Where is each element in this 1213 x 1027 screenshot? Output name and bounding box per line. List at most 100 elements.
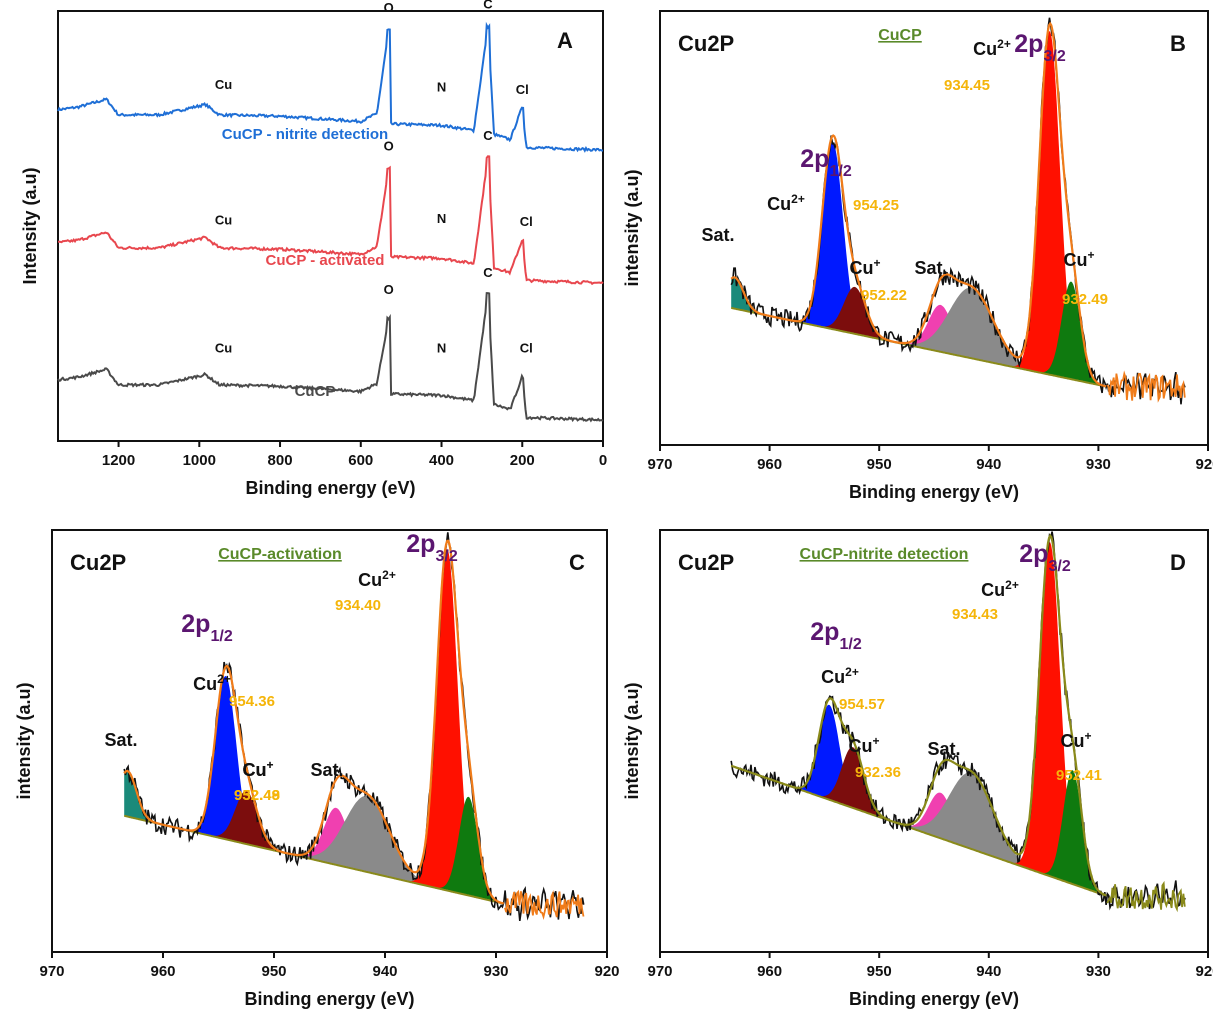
satellite-label: Sat. [104,730,137,750]
species-text: Cu [1063,250,1087,270]
x-tick-label: 970 [39,963,64,980]
orbital-label-2p32: 2p3/2 [1014,30,1066,65]
series-label: CuCP - activated [266,252,385,269]
x-tick-label: 940 [976,456,1001,473]
species-label-cu2-high: Cu2+ [973,37,1011,59]
panel-title: Cu2P [70,550,126,575]
peak-label: C [483,0,493,11]
orbital-subscript: 3/2 [435,548,457,565]
species-superscript: 2+ [217,672,231,686]
envelope-fit-line [730,533,1107,897]
species-label-cu1-low: Cu+ [242,758,273,780]
peak-label: Cu [215,77,232,92]
x-tick-label: 800 [268,452,293,469]
peak-label: O [384,282,394,297]
orbital-label-2p32: 2p3/2 [1019,540,1071,575]
series-label: CuCP [295,383,336,400]
binding-energy-cu1-low: 952.22 [861,287,907,304]
species-superscript: + [1087,248,1094,262]
species-superscript: 2+ [997,37,1011,51]
x-tick-label: 0 [599,452,607,469]
species-text: Cu [242,760,266,780]
x-tick-label: 970 [647,456,672,473]
orbital-label-2p12: 2p1/2 [181,610,233,645]
satellite-label: Sat. [914,258,947,278]
peak-label: Cl [520,214,533,229]
orbital-label-2p12: 2p1/2 [810,618,862,653]
species-label-cu2-low: Cu2+ [821,665,859,687]
species-text: Cu [193,674,217,694]
orbital-text: 2p [181,610,210,638]
species-label-cu2-low: Cu2+ [193,672,231,694]
peak-label: O [384,0,394,15]
species-text: Cu [242,760,266,780]
sample-label: CuCP-nitrite detection [800,546,969,563]
peak-label: N [437,211,446,226]
y-axis-label: Intensity (a.u) [20,167,40,284]
binding-energy-cu1-high: 932.49 [1062,291,1108,308]
satellite-label: Sat. [310,760,343,780]
survey-line-series [57,155,604,286]
peak-label: Cu [215,340,232,355]
panel-b: 970 960 950 940 930 920 Binding energy (eV) int… [622,10,1213,502]
satellite-label: Sat. [701,225,734,245]
y-axis-label: intensity (a.u) [622,169,642,286]
plot-frame [659,10,1209,446]
species-text: Cu [358,570,382,590]
species-superscript: 2+ [791,192,805,206]
satellite-label: Sat. [927,739,960,759]
binding-energy-cu2-high: 934.45 [944,77,990,94]
x-tick-label: 930 [1086,456,1111,473]
plot-frame [57,10,604,442]
panel-letter: A [557,28,573,53]
orbital-subscript: 3/2 [1043,48,1065,65]
x-tick-label: 920 [1195,963,1213,980]
binding-energy-cu1-high: 932.48 [234,787,280,804]
panel-letter: D [1170,550,1186,575]
raw-data-line [730,531,1186,911]
species-text: Cu [973,39,997,59]
x-axis-label: Binding energy (eV) [244,989,414,1009]
panel-title: Cu2P [678,31,734,56]
species-label-cu2-low: Cu2+ [767,192,805,214]
orbital-text: 2p [406,530,435,558]
panel-c: 970 960 950 940 930 920 Binding energy (eV) int… [14,529,620,1009]
envelope-fit-line [123,539,505,905]
species-label-cu1-low: Cu+ [1060,729,1091,751]
species-text: Cu [767,194,791,214]
peak-label: Cl [516,82,529,97]
x-tick-label: 950 [867,963,892,980]
y-axis-label: intensity (a.u) [14,682,34,799]
peak-label: Cl [520,340,533,355]
x-tick-label: 1000 [183,452,216,469]
sample-label: CuCP-activation [218,546,342,563]
peak-cu2-2p12 [124,676,504,904]
x-tick-label: 600 [348,452,373,469]
species-superscript: + [1084,729,1091,743]
peak-label: N [437,80,446,95]
x-tick-label: 970 [647,963,672,980]
sample-label: CuCP [878,27,922,44]
species-superscript: 2+ [845,665,859,679]
binding-energy-cu1-low: 952.41 [1056,767,1102,784]
envelope-tail-line [504,889,585,920]
species-label-cu2-high: Cu2+ [358,568,396,590]
orbital-subscript: 1/2 [829,163,851,180]
x-axis-label: Binding energy (eV) [849,989,1019,1009]
x-tick-label: 920 [594,963,619,980]
x-axis-label: Binding energy (eV) [245,478,415,498]
species-text: Cu [1060,731,1084,751]
panel-d: 970 960 950 940 930 920 Binding energy (eV) int… [622,529,1213,1009]
binding-energy-cu2-high: 934.40 [335,597,381,614]
orbital-label-2p12: 2p1/2 [800,145,852,180]
orbital-text: 2p [810,618,839,646]
binding-energy-cu1-low: 952.49 [234,787,280,804]
species-superscript: 2+ [1005,578,1019,592]
species-label-cu1-high: Cu+ [242,758,273,780]
x-tick-label: 950 [261,963,286,980]
y-axis-label: intensity (a.u) [622,682,642,799]
x-axis-label: Binding energy (eV) [849,482,1019,502]
binding-energy-cu2-low: 954.25 [853,197,899,214]
orbital-text: 2p [1019,540,1048,568]
